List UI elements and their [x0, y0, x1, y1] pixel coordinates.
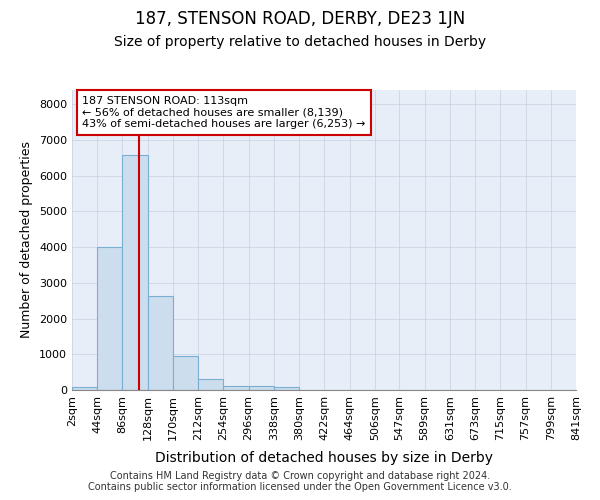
Text: Contains HM Land Registry data © Crown copyright and database right 2024.
Contai: Contains HM Land Registry data © Crown c…: [88, 471, 512, 492]
Bar: [248, 386, 274, 390]
X-axis label: Distribution of detached houses by size in Derby: Distribution of detached houses by size …: [155, 451, 493, 465]
Bar: [122, 155, 148, 390]
Bar: [198, 379, 223, 390]
Text: 187, STENSON ROAD, DERBY, DE23 1JN: 187, STENSON ROAD, DERBY, DE23 1JN: [135, 10, 465, 28]
Bar: [148, 296, 173, 390]
Bar: [274, 387, 299, 390]
Text: Size of property relative to detached houses in Derby: Size of property relative to detached ho…: [114, 35, 486, 49]
Y-axis label: Number of detached properties: Number of detached properties: [20, 142, 34, 338]
Bar: [173, 356, 198, 390]
Bar: [72, 387, 97, 390]
Text: 187 STENSON ROAD: 113sqm
← 56% of detached houses are smaller (8,139)
43% of sem: 187 STENSON ROAD: 113sqm ← 56% of detach…: [82, 96, 365, 129]
Bar: [97, 247, 122, 390]
Bar: [223, 386, 248, 390]
